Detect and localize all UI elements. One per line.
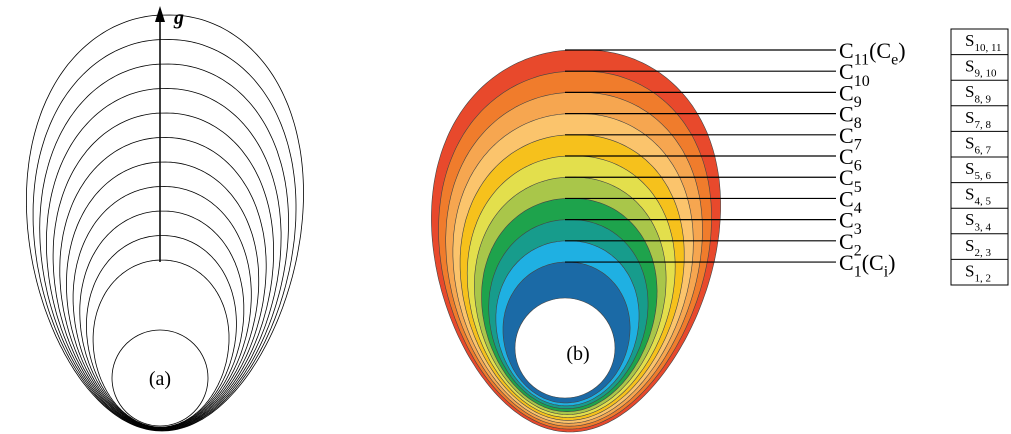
region-label: S9, 10: [965, 57, 997, 80]
label-subscript: 7, 8: [974, 119, 991, 131]
label-text: S: [965, 210, 974, 229]
region-label: S7, 8: [965, 108, 991, 131]
region-label: S5, 6: [965, 159, 991, 182]
panel-a-label: (a): [149, 368, 171, 390]
label-subscript: 2, 3: [974, 247, 991, 259]
label-text: S: [965, 57, 974, 76]
region-label: S6, 7: [965, 133, 991, 156]
label-subscript: 8, 9: [974, 93, 991, 105]
gravity-label: g: [173, 7, 184, 29]
panel-b-label: (b): [566, 343, 589, 365]
label-subscript: 3, 4: [974, 221, 991, 233]
label-subscript: 4, 5: [974, 196, 991, 208]
label-text: C: [839, 250, 854, 275]
label-subscript: 5, 6: [974, 170, 991, 182]
label-text: (C: [862, 250, 884, 275]
label-text: S: [965, 31, 974, 50]
label-subscript: 9, 10: [974, 68, 997, 80]
label-text: S: [965, 133, 974, 152]
label-subscript: 6: [854, 158, 862, 175]
label-text: (C: [869, 38, 891, 63]
label-subscript: 3: [854, 221, 862, 238]
label-subscript: 1: [854, 264, 862, 281]
label-text: S: [965, 185, 974, 204]
page: {"panel_a": {"label": "(a)", "axis_label…: [0, 0, 1011, 434]
label-subscript: 10, 11: [974, 42, 1001, 54]
label-text: S: [965, 82, 974, 101]
figure: C11(Ce)C10C9C8C7C6C5C4C3C2C1(Ci) S10, 11…: [0, 0, 1011, 434]
region-label: S1, 2: [965, 261, 991, 284]
label-subscript: 9: [854, 94, 862, 111]
label-subscript: 10: [854, 73, 870, 90]
label-subscript: 1, 2: [974, 273, 991, 285]
label-text: ): [888, 250, 895, 275]
region-label: S8, 9: [965, 82, 991, 105]
label-subscript: 2: [854, 242, 862, 259]
label-subscript: e: [891, 52, 898, 69]
inner-hole: [515, 298, 615, 398]
label-subscript: 5: [854, 179, 862, 196]
label-subscript: 7: [854, 136, 862, 153]
label-text: ): [898, 38, 905, 63]
label-text: S: [965, 159, 974, 178]
label-subscript: 8: [854, 115, 862, 132]
region-label: S4, 5: [965, 185, 991, 208]
contour-label: C1(Ci): [839, 250, 895, 281]
region-label: S10, 11: [965, 31, 1002, 54]
label-subscript: 4: [854, 200, 862, 217]
label-subscript: 11: [854, 52, 869, 69]
label-text: S: [965, 108, 974, 127]
label-text: S: [965, 261, 974, 280]
arrow-head: [155, 6, 165, 22]
label-subscript: 6, 7: [974, 145, 991, 157]
region-label: S3, 4: [965, 210, 991, 233]
label-text: S: [965, 236, 974, 255]
region-label: S2, 3: [965, 236, 991, 259]
